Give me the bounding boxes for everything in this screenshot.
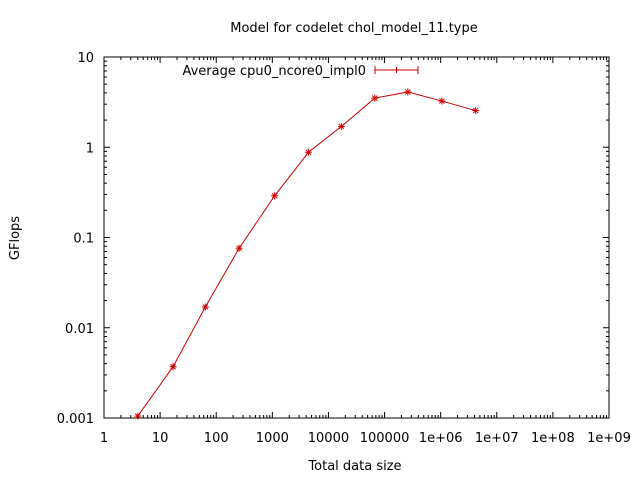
x-tick-label: 100 (204, 431, 229, 446)
x-axis-label: Total data size (307, 459, 401, 474)
series-layer (134, 88, 480, 420)
y-tick-label: 0.1 (73, 232, 94, 247)
data-point (404, 88, 412, 96)
y-tick-label: 1 (86, 141, 94, 156)
data-point (271, 192, 279, 200)
y-tick-label: 10 (77, 51, 94, 66)
chart-title: Model for codelet chol_model_11.type (230, 21, 478, 36)
data-point (371, 94, 379, 102)
series-line (137, 91, 476, 417)
data-point (472, 107, 480, 115)
x-tick-label: 100000 (360, 431, 410, 446)
legend-label: Average cpu0_ncore0_impl0 (182, 64, 366, 79)
x-tick-label: 1e+07 (475, 431, 519, 446)
plot-frame (103, 56, 610, 419)
legend: Average cpu0_ncore0_impl0 (182, 64, 419, 79)
data-point (169, 363, 177, 371)
y-tick-label: 0.001 (57, 412, 94, 427)
x-tick-label: 1e+08 (531, 431, 575, 446)
data-point (201, 303, 209, 311)
x-tick-label: 10 (152, 431, 169, 446)
x-tick-label: 10000 (308, 431, 349, 446)
y-tick-label: 0.01 (65, 322, 94, 337)
data-point (438, 97, 446, 105)
y-axis-label: GFlops (8, 216, 23, 260)
axis-ticks: 1 10 100 1000 10000 100000 1e+06 1e+07 1e+08 1e+0… (57, 51, 631, 446)
x-tick-label: 1e+06 (419, 431, 463, 446)
x-tick-label: 1000 (256, 431, 289, 446)
data-point (337, 122, 345, 130)
data-point (235, 244, 243, 252)
data-point (304, 148, 312, 156)
x-tick-label: 1e+09 (587, 431, 631, 446)
x-tick-label: 1 (100, 431, 108, 446)
data-point (134, 412, 142, 420)
